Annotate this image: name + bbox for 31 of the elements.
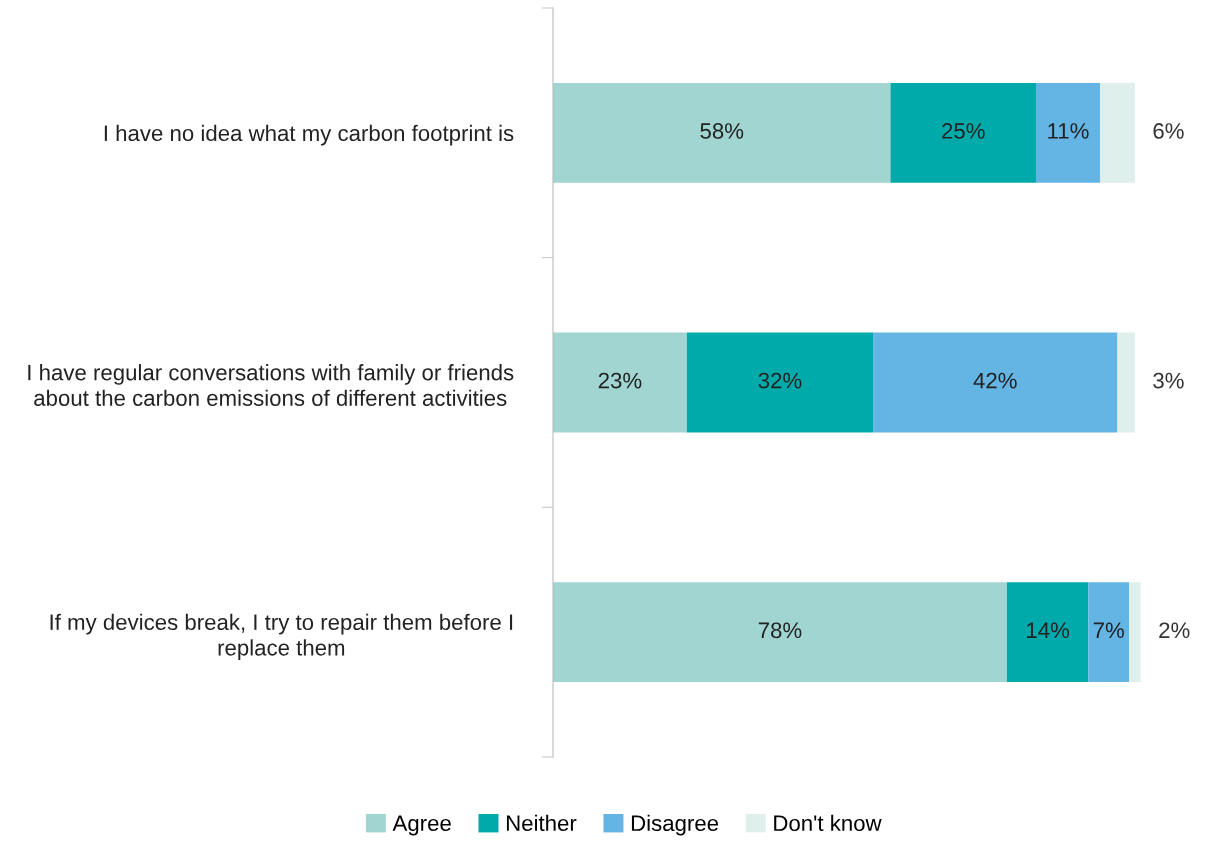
data-label: 14% <box>1027 622 1070 639</box>
data-label: 2% <box>1159 622 1190 639</box>
bar <box>1117 332 1135 433</box>
y-tick-label: I have regular conversations with family or friends about the carbon emissions of different activities <box>28 364 514 406</box>
legend-label: Neither <box>506 814 577 832</box>
data-label: 25% <box>942 123 985 139</box>
data-label: 7% <box>1093 622 1124 639</box>
bar <box>1088 582 1130 683</box>
bar <box>873 332 1118 433</box>
bar <box>1035 82 1100 183</box>
data-label: 78% <box>758 622 802 639</box>
bar <box>553 332 687 433</box>
legend-label: Agree <box>392 815 451 836</box>
legend-label: Disagree <box>631 814 719 836</box>
bar <box>890 82 1036 183</box>
bar <box>1006 582 1089 683</box>
data-label: 42% <box>973 372 1017 389</box>
data-label: 6% <box>1153 123 1184 139</box>
data-label: 32% <box>758 372 802 389</box>
data-label: 58% <box>700 123 744 139</box>
bar <box>1099 82 1135 183</box>
bar <box>553 582 1007 683</box>
legend-label: Don't know <box>774 814 882 832</box>
y-tick-label: If my devices break, I try to repair them before I replace them <box>50 613 513 661</box>
y-tick-label: I have no idea what my carbon footprint is <box>104 124 514 146</box>
data-label: 11% <box>1048 123 1089 139</box>
bar <box>686 332 874 433</box>
data-label: 3% <box>1153 372 1184 389</box>
data-label: 23% <box>598 372 642 389</box>
bar <box>553 82 891 183</box>
bar <box>1129 582 1141 683</box>
